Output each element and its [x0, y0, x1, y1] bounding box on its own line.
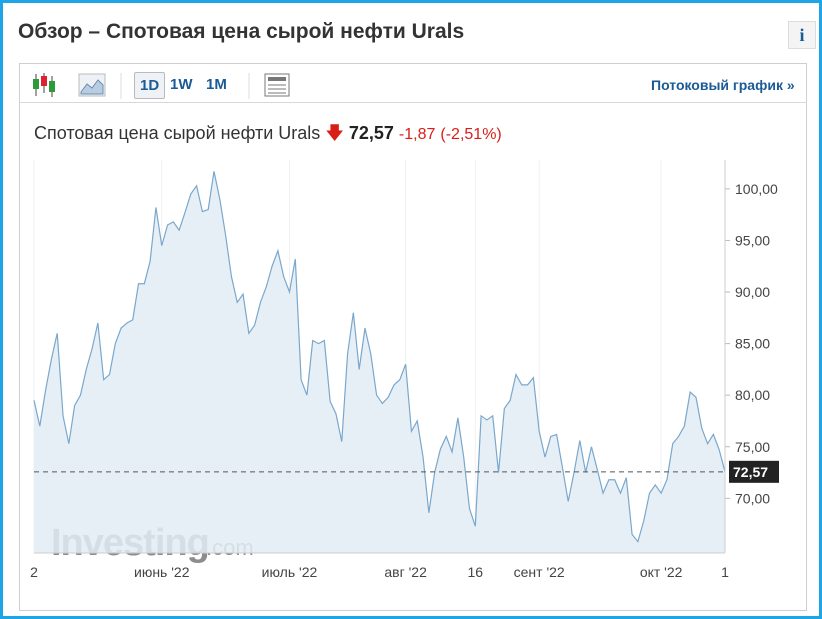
quote-change: -1,87: [398, 126, 436, 143]
x-tick-label: июнь '22: [134, 564, 190, 580]
x-tick-label: июль '22: [262, 564, 318, 580]
quote-line: Спотовая цена сырой нефти Urals 🡇 72,57 …: [34, 121, 502, 151]
y-tick-label: 85,00: [735, 336, 770, 352]
y-tick-label: 100,00: [735, 181, 778, 197]
x-tick-label: авг '22: [384, 564, 427, 580]
stream-link[interactable]: Потоковый график »: [651, 77, 795, 93]
quote-price: 72,57: [348, 123, 394, 143]
y-tick-label: 70,00: [735, 490, 770, 506]
period-button[interactable]: 1M: [206, 76, 227, 93]
candle-icon[interactable]: [33, 73, 55, 97]
toolbar: [19, 63, 807, 103]
last-price-badge: [729, 460, 779, 483]
chart: 2 июнь '22 июль '22 авг '22 16 сент '22 окт '2…: [30, 160, 779, 580]
period-button[interactable]: 1W: [170, 76, 193, 93]
x-tick-label: сент '22: [514, 564, 565, 580]
quote-name: Спотовая цена сырой нефти Urals: [34, 123, 321, 143]
x-tick-label: 1: [721, 564, 729, 580]
header-title: Обзор – Спотовая цена сырой нефти Urals: [18, 20, 465, 43]
x-tick-label: окт '22: [640, 564, 683, 580]
y-tick-label: 80,00: [735, 387, 770, 403]
chart-panel: [19, 63, 807, 611]
quote-change-pct: (-2,51%): [440, 126, 502, 143]
toolbar-icons: [33, 73, 290, 99]
x-tick-label: 2: [30, 564, 38, 580]
period-button[interactable]: 1D: [134, 72, 166, 99]
x-tick-label: 16: [468, 564, 484, 580]
info-button[interactable]: i: [788, 21, 816, 49]
price-line: [33, 171, 726, 543]
line-icon[interactable]: [78, 73, 106, 97]
area-fill: [34, 171, 725, 554]
table-icon[interactable]: [264, 73, 290, 97]
y-tick-label: 95,00: [735, 232, 770, 248]
last-price-label: 72,57: [733, 464, 768, 480]
y-tick-label: 75,00: [735, 439, 770, 455]
y-tick-label: 90,00: [735, 284, 770, 300]
down-arrow: 🡇: [325, 123, 344, 143]
